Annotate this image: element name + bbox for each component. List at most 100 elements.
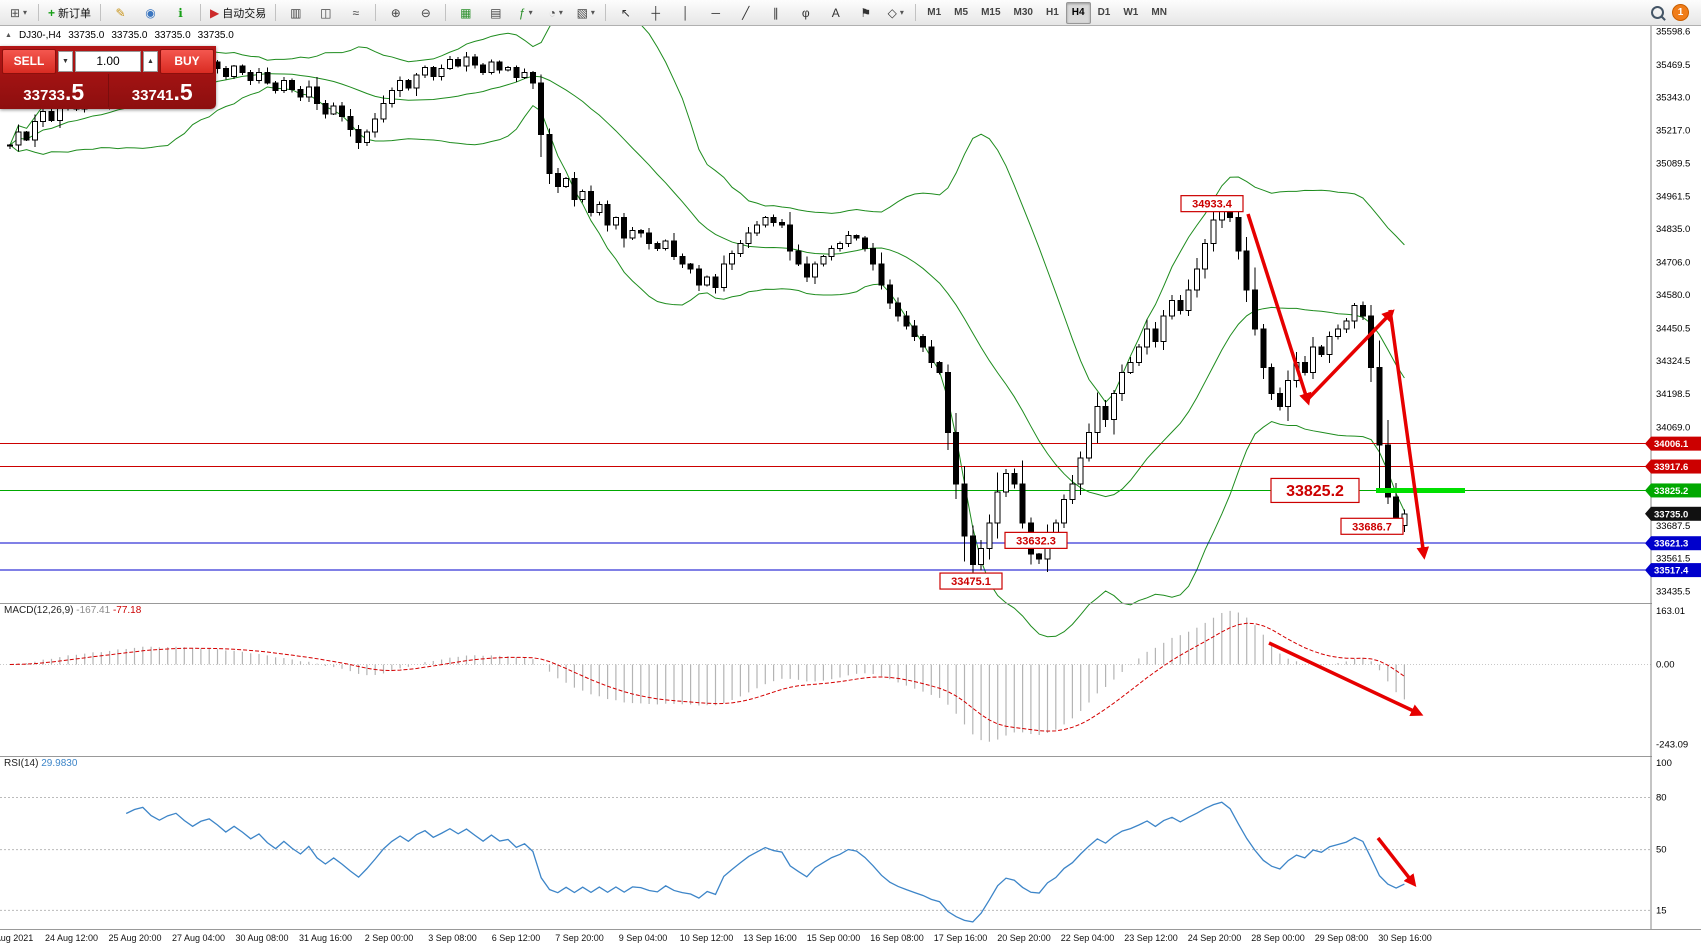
bar-chart-button[interactable]: ▥ bbox=[281, 1, 310, 24]
bar-chart-icon: ▥ bbox=[290, 5, 302, 20]
rsi-panel-layer bbox=[0, 797, 1651, 923]
macd-panel-layer bbox=[0, 610, 1651, 742]
mql-editor-button[interactable]: ✎ bbox=[106, 1, 135, 24]
indicators-icon: ƒ bbox=[518, 5, 526, 20]
bid-main: 33733 bbox=[23, 87, 66, 104]
svg-text:23 Sep 12:00: 23 Sep 12:00 bbox=[1124, 933, 1178, 943]
templates-button[interactable]: ▧ ▾ bbox=[571, 1, 600, 24]
toolbar-separator bbox=[445, 4, 447, 21]
horizontal-line-button[interactable]: ─ bbox=[701, 1, 730, 24]
rsi-indicator-label: RSI(14) 29.9830 bbox=[4, 758, 77, 769]
timeframe-m1[interactable]: M1 bbox=[927, 7, 942, 18]
svg-text:33686.7: 33686.7 bbox=[1352, 521, 1392, 533]
community-button[interactable]: ◉ bbox=[136, 1, 165, 24]
buy-button[interactable]: BUY bbox=[160, 48, 214, 74]
svg-text:80: 80 bbox=[1656, 793, 1667, 804]
price-annotation-box bbox=[1270, 477, 1360, 504]
svg-text:33917.6: 33917.6 bbox=[1654, 462, 1688, 473]
svg-text:33825.2: 33825.2 bbox=[1654, 486, 1688, 497]
toolbar-separator bbox=[605, 4, 607, 21]
volume-input[interactable] bbox=[75, 50, 141, 72]
volume-increase-button[interactable]: ▲ bbox=[143, 50, 158, 72]
new-order-button[interactable]: + 新订单 bbox=[44, 1, 95, 24]
svg-text:33435.5: 33435.5 bbox=[1656, 586, 1690, 597]
svg-text:6 Sep 12:00: 6 Sep 12:00 bbox=[492, 933, 541, 943]
vertical-line-icon: │ bbox=[682, 5, 690, 20]
vertical-line-button[interactable]: │ bbox=[671, 1, 700, 24]
cursor-button[interactable]: ↖ bbox=[611, 1, 640, 24]
svg-text:25 Aug 20:00: 25 Aug 20:00 bbox=[108, 933, 161, 943]
trend-arrow bbox=[1246, 213, 1312, 406]
search-icon[interactable] bbox=[1651, 6, 1664, 19]
trend-arrow bbox=[1268, 641, 1424, 716]
candle-chart-button[interactable]: ◫ bbox=[311, 1, 340, 24]
toolbar-separator bbox=[915, 4, 917, 21]
community-icon: ◉ bbox=[145, 5, 156, 20]
svg-text:3 Sep 08:00: 3 Sep 08:00 bbox=[428, 933, 477, 943]
text-button[interactable]: A bbox=[821, 1, 850, 24]
timeframe-m15[interactable]: M15 bbox=[981, 7, 1001, 18]
bid-price[interactable]: 33733.5 bbox=[0, 74, 109, 107]
chevron-down-icon: ▾ bbox=[528, 8, 533, 17]
svg-text:34933.4: 34933.4 bbox=[1192, 199, 1233, 211]
macd-indicator-label: MACD(12,26,9) -167.41 -77.18 bbox=[4, 605, 141, 616]
fibonacci-button[interactable]: φ bbox=[791, 1, 820, 24]
new-chart-button[interactable]: ⊞ ▾ bbox=[4, 1, 33, 24]
svg-text:27 Aug 04:00: 27 Aug 04:00 bbox=[172, 933, 225, 943]
horizontal-line-icon: ─ bbox=[711, 5, 720, 20]
timeframe-d1[interactable]: D1 bbox=[1097, 7, 1111, 18]
text-label-button[interactable]: ⚑ bbox=[851, 1, 880, 24]
equidistant-channel-button[interactable]: ∥ bbox=[761, 1, 790, 24]
help-button[interactable]: ℹ bbox=[166, 1, 195, 24]
timeframe-m30[interactable]: M30 bbox=[1013, 7, 1033, 18]
trend-arrow bbox=[1376, 836, 1417, 887]
ohlc-close: 33735.0 bbox=[197, 30, 234, 41]
indicators-button[interactable]: ƒ ▾ bbox=[511, 1, 540, 24]
svg-text:34580.0: 34580.0 bbox=[1656, 290, 1690, 301]
timeframe-m5[interactable]: M5 bbox=[954, 7, 969, 18]
periods-button[interactable]: ◔ ▾ bbox=[541, 1, 570, 24]
timeframe-mn[interactable]: MN bbox=[1151, 7, 1167, 18]
ask-price[interactable]: 33741.5 bbox=[109, 74, 217, 107]
chevron-down-icon: ▾ bbox=[590, 8, 595, 17]
rsi-name: RSI(14) bbox=[4, 758, 39, 769]
trendline-icon: ╱ bbox=[742, 5, 750, 20]
rsi-value: 29.9830 bbox=[41, 758, 78, 769]
timeframe-h4[interactable]: H4 bbox=[1065, 1, 1091, 24]
templates-icon: ▧ bbox=[576, 5, 588, 20]
data-window-button[interactable]: ▤ bbox=[481, 1, 510, 24]
svg-text:35089.5: 35089.5 bbox=[1656, 158, 1690, 169]
arrows-icon: ◇ bbox=[887, 5, 897, 20]
crosshair-button[interactable]: ┼ bbox=[641, 1, 670, 24]
trade-panel-controls: SELL ▼ ▲ BUY bbox=[0, 46, 216, 74]
timeframe-h1[interactable]: H1 bbox=[1045, 7, 1059, 18]
svg-text:35469.5: 35469.5 bbox=[1656, 60, 1690, 71]
svg-text:34324.5: 34324.5 bbox=[1656, 356, 1690, 367]
line-chart-button[interactable]: ≈ bbox=[341, 1, 370, 24]
svg-text:33561.5: 33561.5 bbox=[1656, 554, 1690, 565]
svg-text:7 Sep 20:00: 7 Sep 20:00 bbox=[555, 933, 604, 943]
new-chart-icon: ⊞ bbox=[9, 5, 21, 20]
svg-text:35598.6: 35598.6 bbox=[1656, 27, 1690, 38]
zoom-in-button[interactable]: ⊕ bbox=[381, 1, 410, 24]
svg-text:-243.09: -243.09 bbox=[1656, 739, 1688, 750]
toolbar-separator bbox=[200, 4, 202, 21]
sell-button[interactable]: SELL bbox=[2, 48, 56, 74]
trendline-button[interactable]: ╱ bbox=[731, 1, 760, 24]
svg-text:24 Sep 20:00: 24 Sep 20:00 bbox=[1188, 933, 1242, 943]
svg-text:9 Sep 04:00: 9 Sep 04:00 bbox=[619, 933, 668, 943]
tile-windows-button[interactable]: ▦ bbox=[451, 1, 480, 24]
auto-trading-button[interactable]: ▶ 自动交易 bbox=[206, 1, 270, 24]
timeframe-w1[interactable]: W1 bbox=[1123, 7, 1139, 18]
fibonacci-icon: φ bbox=[801, 5, 810, 20]
arrows-button[interactable]: ◇ ▾ bbox=[881, 1, 910, 24]
notification-badge[interactable]: 1 bbox=[1672, 4, 1689, 21]
zoom-out-button[interactable]: ⊖ bbox=[411, 1, 440, 24]
volume-decrease-button[interactable]: ▼ bbox=[58, 50, 73, 72]
price-panel-layer bbox=[0, 26, 1651, 638]
ask-pip: .5 bbox=[173, 79, 193, 106]
svg-text:34198.5: 34198.5 bbox=[1656, 389, 1690, 400]
help-icon: ℹ bbox=[178, 5, 183, 20]
